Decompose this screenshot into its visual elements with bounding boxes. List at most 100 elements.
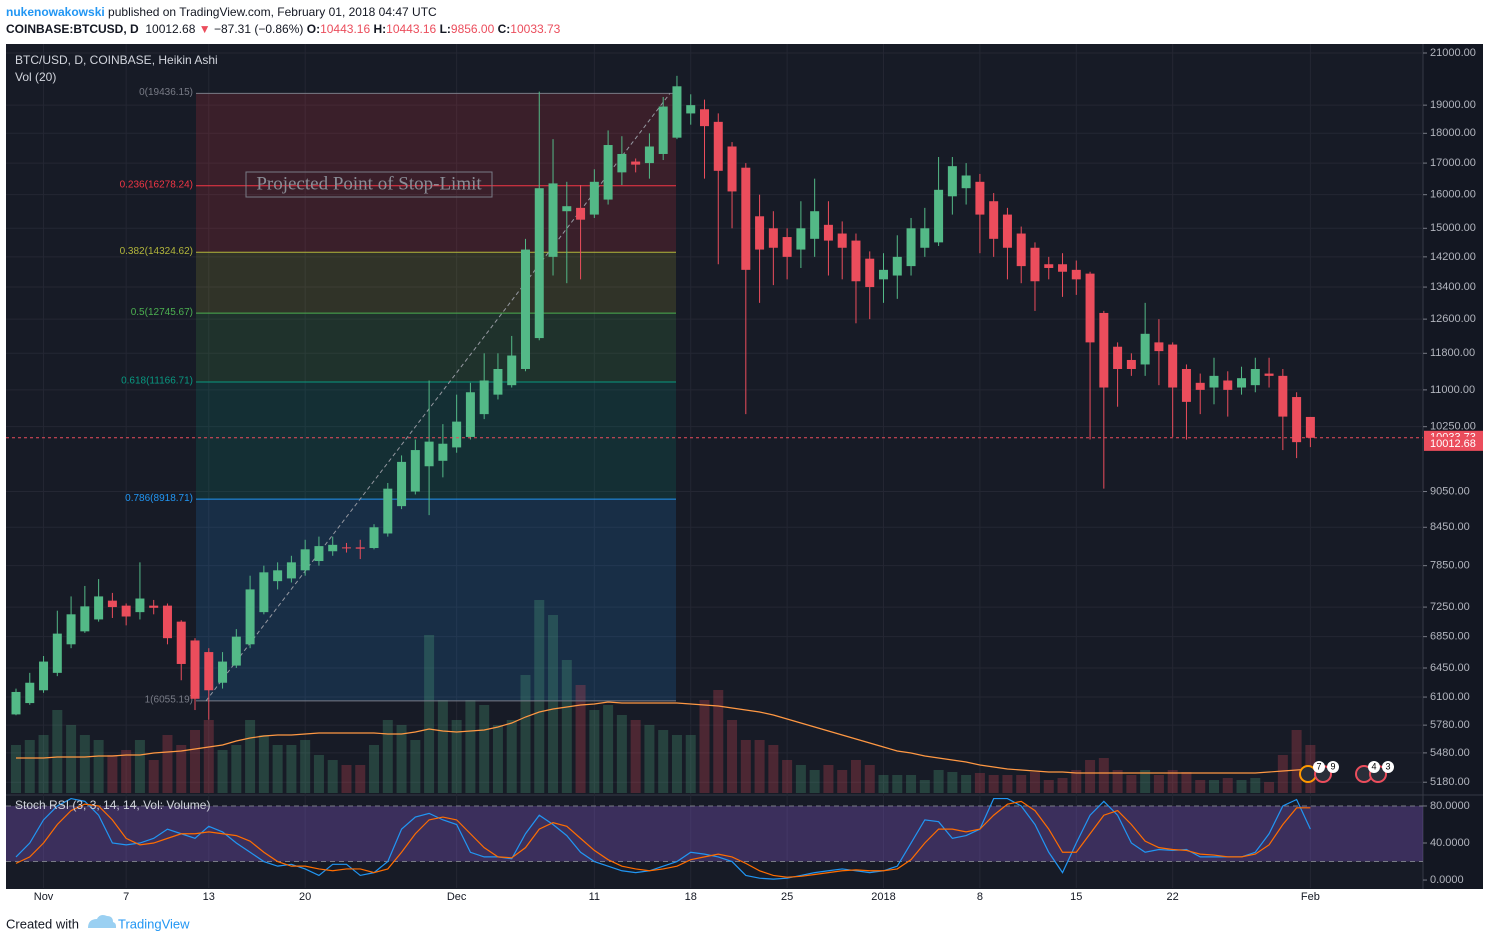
candle-body	[644, 146, 654, 164]
publish-line: nukenowakowski published on TradingView.…	[6, 4, 560, 21]
legend-volume: Vol (20)	[15, 70, 56, 84]
footer-brand[interactable]: TradingView	[118, 916, 190, 931]
volume-bar	[11, 745, 21, 793]
candle-body	[314, 546, 324, 562]
candle-body	[245, 589, 255, 645]
candle-body	[39, 661, 49, 691]
candle-body	[1113, 346, 1123, 369]
candle-body	[700, 109, 709, 127]
volume-bar	[1057, 778, 1068, 793]
candle-body	[1071, 269, 1081, 280]
volume-bar	[1085, 760, 1096, 793]
candle-body	[1030, 247, 1040, 282]
volume-bar	[465, 700, 476, 793]
y-tick-label: 16000.00	[1430, 189, 1476, 201]
published: published on TradingView.com, February 0…	[108, 5, 437, 19]
volume-bar	[286, 745, 297, 793]
candle-body	[1195, 382, 1205, 390]
volume-bar	[850, 760, 861, 793]
y-tick-label: 80.0000	[1430, 800, 1470, 812]
candle-body	[1181, 368, 1191, 402]
candle-body	[879, 269, 889, 280]
candle-body	[1168, 344, 1178, 388]
x-tick-label: 2018	[871, 891, 895, 903]
candle-body	[452, 421, 462, 448]
event-count: 4	[1371, 761, 1376, 771]
volume-bar	[1250, 778, 1261, 793]
volume-bar	[878, 775, 889, 793]
x-tick-label: 7	[123, 891, 129, 903]
candle-body	[135, 598, 145, 613]
volume-bar	[520, 675, 531, 793]
y-tick-label: 6450.00	[1430, 662, 1470, 674]
candle-body	[121, 605, 131, 617]
volume-bar	[93, 740, 104, 793]
candle-body	[534, 188, 544, 339]
volume-bar	[630, 720, 641, 793]
candle-body	[176, 621, 186, 664]
candle-body	[66, 614, 76, 645]
fib-zone	[196, 93, 676, 186]
candle-body	[589, 181, 599, 215]
candle-body	[686, 105, 696, 114]
volume-bar	[1140, 770, 1151, 793]
candle-body	[741, 167, 751, 270]
candle-body	[562, 206, 572, 212]
volume-bar	[823, 765, 834, 793]
h: 10443.16	[386, 22, 437, 36]
event-badge	[1327, 761, 1339, 773]
candle-body	[1044, 264, 1054, 268]
y-tick-label: 7850.00	[1430, 560, 1470, 572]
stoch-line	[15, 800, 1311, 878]
y-tick-label: 5480.00	[1430, 747, 1470, 759]
volume-bar	[933, 770, 944, 793]
fib-label: 1(6055.19)	[145, 695, 193, 706]
brand-logo[interactable]	[88, 915, 116, 928]
x-tick-label: 15	[1070, 891, 1082, 903]
candle-body	[576, 207, 586, 220]
volume-bar	[506, 720, 517, 793]
volume-bar	[451, 720, 462, 793]
fib-zone	[196, 499, 676, 701]
candle-body	[796, 228, 806, 250]
candle-body	[1305, 416, 1315, 438]
candle-body	[259, 572, 269, 613]
candle-body	[1002, 214, 1012, 248]
candle-body	[1058, 264, 1068, 272]
x-tick-label: Dec	[447, 891, 467, 903]
y-tick-label: 18000.00	[1430, 127, 1476, 139]
candle-body	[149, 605, 159, 608]
candle-body	[107, 600, 117, 608]
candle-body	[204, 652, 214, 691]
event-count: 9	[1330, 761, 1335, 771]
y-tick-label: 14200.00	[1430, 251, 1476, 263]
legend-oscillator: Stoch RSI (3, 3, 14, 14, Vol: Volume)	[15, 798, 210, 812]
candle-body	[1085, 273, 1095, 343]
y-tick-label: 8450.00	[1430, 521, 1470, 533]
volume-bar	[162, 735, 173, 793]
candle-body	[603, 145, 613, 200]
volume-bar	[1181, 772, 1192, 793]
footer-created: Created with	[6, 916, 79, 931]
fib-label: 0.236(16278.24)	[120, 179, 193, 190]
symbol: COINBASE:BTCUSD, D	[6, 22, 139, 36]
candle-body	[438, 443, 448, 461]
candle-body	[410, 450, 420, 492]
author[interactable]: nukenowakowski	[6, 5, 105, 19]
c-label: C:	[497, 22, 511, 36]
volume-bar	[644, 725, 655, 793]
volume-bar	[492, 725, 503, 793]
candle-body	[273, 570, 283, 582]
volume-bar	[685, 735, 696, 793]
volume-bar	[176, 745, 187, 793]
volume-bar	[1043, 780, 1054, 793]
fib-label: 0.5(12745.67)	[131, 307, 193, 318]
y-tick-label: 9050.00	[1430, 485, 1470, 497]
volume-bar	[1126, 775, 1137, 793]
fib-zone	[196, 313, 676, 383]
y-tick-label: 13400.00	[1430, 281, 1476, 293]
change: −87.31 (−0.86%)	[213, 22, 304, 36]
volume-bar	[1098, 758, 1109, 793]
candle-body	[328, 544, 338, 552]
volume-bar	[382, 720, 393, 793]
